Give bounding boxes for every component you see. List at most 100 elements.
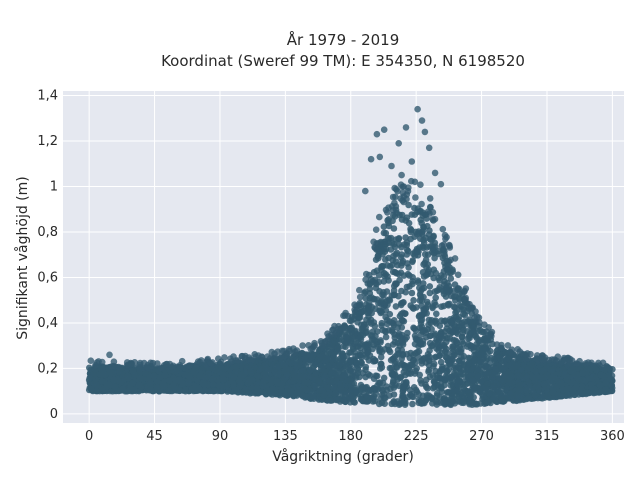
- data-point: [420, 261, 427, 268]
- data-point: [378, 263, 386, 270]
- data-point: [476, 339, 484, 346]
- data-point: [374, 328, 381, 335]
- data-point: [362, 363, 370, 371]
- data-point: [399, 341, 407, 348]
- data-point: [268, 360, 275, 368]
- data-point: [119, 385, 126, 393]
- data-point: [398, 346, 406, 354]
- data-point: [334, 348, 342, 355]
- data-point: [382, 229, 390, 237]
- data-point: [377, 353, 385, 361]
- data-point: [433, 310, 440, 318]
- data-point: [418, 357, 425, 365]
- data-point: [242, 385, 250, 393]
- data-point: [558, 392, 565, 399]
- data-point: [343, 352, 351, 360]
- data-point: [215, 382, 223, 389]
- data-point: [410, 384, 418, 391]
- data-point: [407, 349, 415, 357]
- data-point: [559, 365, 566, 373]
- data-point: [362, 295, 370, 302]
- data-point: [390, 391, 398, 398]
- data-point: [220, 376, 227, 383]
- data-point: [426, 289, 434, 297]
- data-point: [420, 306, 427, 313]
- data-point: [430, 233, 437, 241]
- data-point: [430, 378, 438, 386]
- data-point: [310, 382, 318, 389]
- data-point: [442, 293, 450, 300]
- data-point: [413, 304, 420, 311]
- data-point: [404, 247, 412, 255]
- data-point: [411, 211, 419, 218]
- data-point: [408, 289, 416, 297]
- data-point: [446, 316, 454, 323]
- data-point: [394, 339, 402, 347]
- data-point: [399, 259, 406, 267]
- data-point: [455, 295, 463, 302]
- data-point: [366, 285, 374, 293]
- data-point: [380, 269, 388, 277]
- data-point: [299, 373, 306, 381]
- data-point: [533, 373, 541, 380]
- data-point: [321, 373, 329, 381]
- data-point: [432, 294, 440, 302]
- data-point: [371, 295, 378, 303]
- data-point: [392, 281, 400, 288]
- data-point: [358, 359, 366, 367]
- data-point: [593, 367, 600, 374]
- data-point: [523, 373, 531, 381]
- data-point: [401, 241, 408, 248]
- data-point: [458, 333, 466, 341]
- data-point: [393, 249, 401, 257]
- data-point: [431, 254, 438, 262]
- data-point: [349, 343, 357, 350]
- data-point: [333, 396, 340, 404]
- data-point: [425, 362, 433, 369]
- data-point: [385, 327, 393, 334]
- data-point: [370, 319, 378, 326]
- data-point: [477, 378, 485, 386]
- data-point: [567, 367, 575, 375]
- data-point: [390, 287, 398, 294]
- data-point: [332, 390, 339, 397]
- data-point: [419, 312, 426, 319]
- data-point: [451, 372, 458, 379]
- data-point: [389, 257, 397, 264]
- data-point: [409, 257, 417, 264]
- data-point: [378, 322, 385, 329]
- data-point: [301, 378, 309, 386]
- data-point: [602, 386, 609, 393]
- data-point: [466, 316, 473, 323]
- data-point: [375, 272, 383, 279]
- data-point: [335, 368, 342, 376]
- data-point: [389, 268, 397, 276]
- data-point: [403, 379, 410, 387]
- data-point: [326, 389, 333, 396]
- data-point: [210, 387, 217, 395]
- data-point: [549, 389, 557, 396]
- data-point: [382, 333, 390, 341]
- data-point: [384, 342, 392, 350]
- data-point: [382, 307, 390, 314]
- data-point: [248, 369, 255, 377]
- data-point: [274, 363, 282, 370]
- data-point: [386, 297, 394, 304]
- data-point: [426, 283, 434, 290]
- data-point: [596, 381, 604, 389]
- data-point: [377, 307, 384, 314]
- data-point: [460, 340, 467, 348]
- data-point: [377, 300, 384, 308]
- data-point: [447, 275, 455, 282]
- data-point: [402, 234, 409, 241]
- data-point: [541, 374, 549, 381]
- data-point: [608, 382, 616, 389]
- data-point: [408, 226, 415, 234]
- data-point: [328, 356, 336, 364]
- data-point: [432, 269, 440, 277]
- data-point: [390, 317, 398, 324]
- data-point: [464, 361, 472, 368]
- data-point: [426, 373, 434, 381]
- data-point: [303, 393, 310, 400]
